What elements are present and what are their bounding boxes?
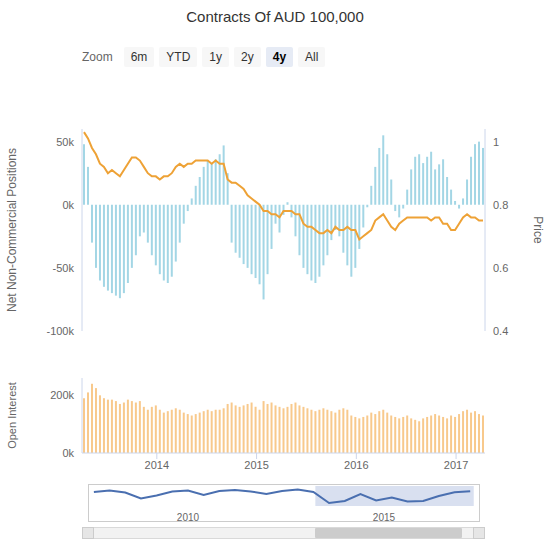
svg-text:2010: 2010 <box>177 512 200 522</box>
svg-text:Net Non-Commercial Positions: Net Non-Commercial Positions <box>8 148 19 312</box>
svg-text:0k: 0k <box>62 447 74 459</box>
html-text:4y: 4y <box>272 50 287 64</box>
svg-text:2014: 2014 <box>145 459 169 471</box>
html-text:6m: 6m <box>130 50 148 64</box>
svg-text:1: 1 <box>493 136 499 148</box>
html-text:All: All <box>305 50 319 64</box>
html-text:2y: 2y <box>241 50 254 64</box>
html-text:Zoom: Zoom <box>82 50 113 64</box>
svg-text:Open Interest: Open Interest <box>8 382 18 449</box>
svg-text:-100k: -100k <box>46 325 74 336</box>
html-text:1y: 1y <box>209 50 222 64</box>
html-text:Contracts Of AUD 100,000: Contracts Of AUD 100,000 <box>186 8 364 25</box>
svg-text:50k: 50k <box>56 136 74 148</box>
svg-text:200k: 200k <box>50 389 74 401</box>
svg-text:2015: 2015 <box>373 512 396 522</box>
svg-text:0.8: 0.8 <box>493 199 508 211</box>
svg-text:0.6: 0.6 <box>493 262 508 274</box>
svg-text:2017: 2017 <box>444 459 468 471</box>
svg-text:-50k: -50k <box>53 262 75 274</box>
svg-text:0k: 0k <box>62 199 74 211</box>
html-text:YTD: YTD <box>166 50 191 64</box>
svg-text:Price: Price <box>531 216 542 244</box>
svg-text:2015: 2015 <box>244 459 268 471</box>
svg-text:2016: 2016 <box>344 459 368 471</box>
svg-text:0.4: 0.4 <box>493 325 508 336</box>
